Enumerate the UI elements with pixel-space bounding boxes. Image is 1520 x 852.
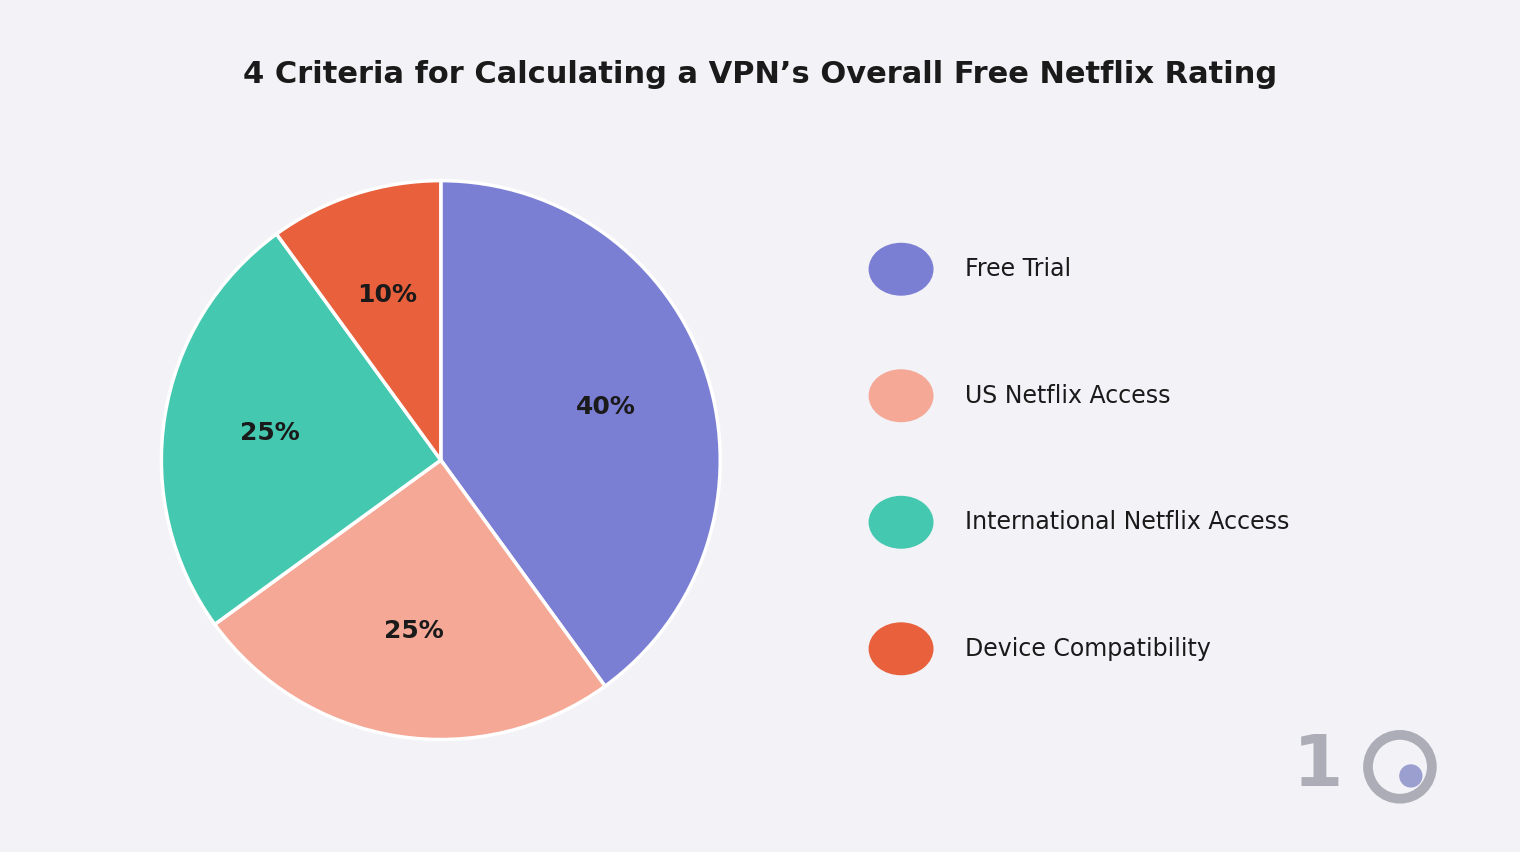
- Text: Device Compatibility: Device Compatibility: [965, 636, 1210, 661]
- Wedge shape: [441, 181, 720, 686]
- Text: 25%: 25%: [240, 421, 299, 445]
- Text: 4 Criteria for Calculating a VPN’s Overall Free Netflix Rating: 4 Criteria for Calculating a VPN’s Overa…: [243, 60, 1277, 89]
- Text: US Netflix Access: US Netflix Access: [965, 383, 1170, 408]
- Circle shape: [869, 497, 933, 548]
- Circle shape: [869, 623, 933, 675]
- Circle shape: [869, 244, 933, 295]
- Text: Free Trial: Free Trial: [965, 257, 1070, 281]
- Text: 10%: 10%: [357, 284, 418, 308]
- Text: 25%: 25%: [385, 619, 444, 643]
- Text: 40%: 40%: [576, 394, 635, 418]
- Text: 1: 1: [1292, 733, 1344, 801]
- Circle shape: [1400, 765, 1421, 787]
- Wedge shape: [214, 460, 605, 740]
- Wedge shape: [161, 234, 441, 625]
- Circle shape: [869, 370, 933, 422]
- Text: International Netflix Access: International Netflix Access: [965, 510, 1289, 534]
- Wedge shape: [277, 181, 441, 460]
